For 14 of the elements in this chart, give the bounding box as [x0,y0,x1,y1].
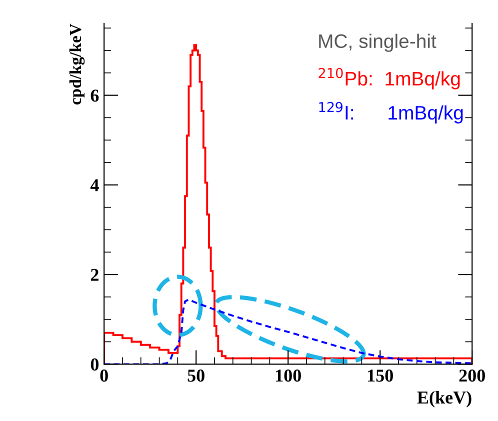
x-tick-label: 100 [276,370,301,382]
x-axis-title: E(keV) [417,390,472,408]
y-tick-label: 0 [90,358,99,371]
x-tick-label: 0 [100,370,108,382]
x-tick-label: 50 [188,370,204,382]
y-tick-label: 6 [90,90,99,102]
y-axis-title: cpd/kg/keV [69,24,85,105]
text: $^{210}$Pb: 1mBq/kg [318,68,460,90]
y-tick-label: 2 [90,268,98,281]
x-tick-label: 150 [368,370,393,382]
y-tick-label: 4 [90,179,99,192]
annotation: MC, single-hit [319,34,436,52]
x-tick-label: 200 [459,370,485,382]
text: $^{129}$I: 1mBq/kg [319,102,463,124]
